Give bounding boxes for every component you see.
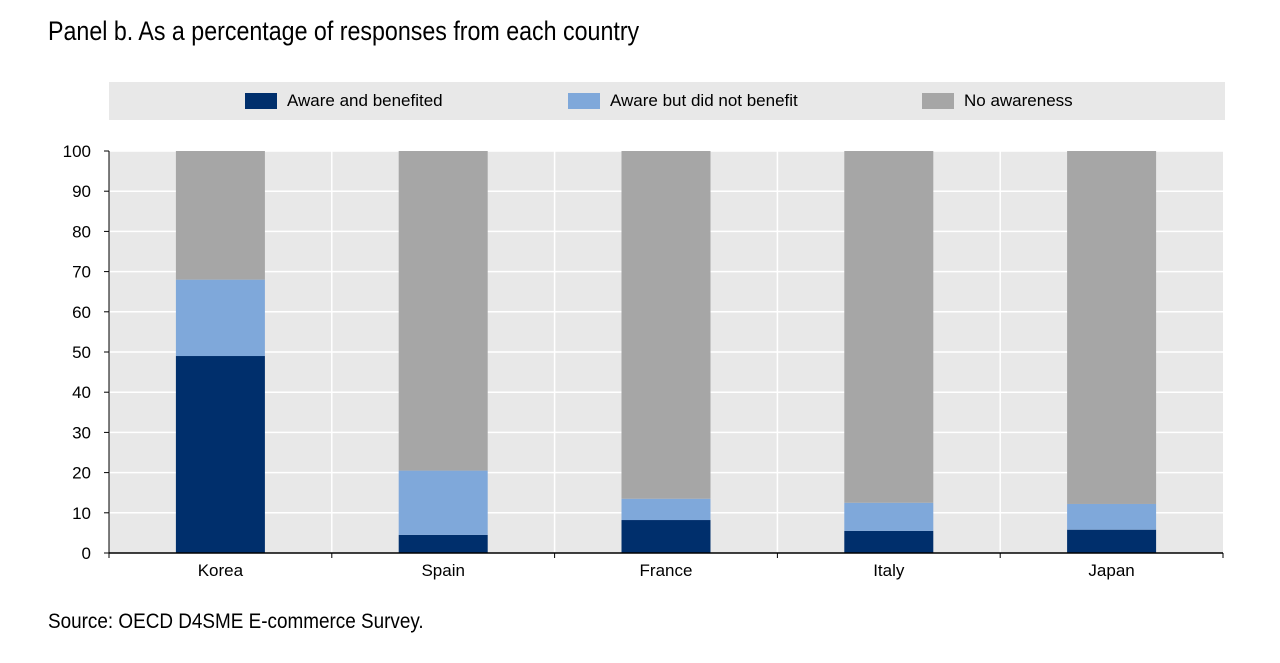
x-tick-label: Spain: [421, 561, 464, 580]
bar-no-awareness-france: [621, 151, 711, 499]
legend-swatch-no-awareness: [922, 93, 954, 109]
x-tick-label: Korea: [198, 561, 244, 580]
bar-aware-benefited-france: [621, 520, 711, 553]
bar-no-awareness-japan: [1067, 151, 1157, 504]
y-tick-label: 50: [72, 343, 91, 362]
y-tick-label: 60: [72, 303, 91, 322]
legend-item-aware-benefited: Aware and benefited: [245, 82, 443, 120]
bar-aware-benefited-italy: [844, 530, 934, 553]
legend-label-aware-not-benefit: Aware but did not benefit: [610, 91, 798, 110]
bar-aware-not-benefit-italy: [844, 502, 934, 531]
chart-title: Panel b. As a percentage of responses fr…: [48, 16, 640, 46]
source-note: Source: OECD D4SME E-commerce Survey.: [48, 610, 424, 633]
bar-aware-benefited-spain: [398, 534, 488, 553]
bar-no-awareness-spain: [398, 151, 488, 471]
legend-swatch-aware-benefited: [245, 93, 277, 109]
y-tick-label: 70: [72, 263, 91, 282]
bar-no-awareness-italy: [844, 151, 934, 503]
y-tick-label: 10: [72, 504, 91, 523]
y-tick-label: 30: [72, 423, 91, 442]
y-tick-label: 100: [63, 142, 91, 161]
bar-aware-not-benefit-japan: [1067, 503, 1157, 530]
legend-label-aware-benefited: Aware and benefited: [287, 91, 443, 110]
legend-label-no-awareness: No awareness: [964, 91, 1073, 110]
legend: Aware and benefited Aware but did not be…: [109, 82, 1225, 120]
bar-aware-not-benefit-spain: [398, 470, 488, 535]
y-tick-label: 80: [72, 222, 91, 241]
legend-swatch-aware-not-benefit: [568, 93, 600, 109]
y-tick-label: 40: [72, 383, 91, 402]
y-tick-label: 90: [72, 182, 91, 201]
bar-aware-benefited-japan: [1067, 529, 1157, 553]
x-tick-label: Italy: [873, 561, 905, 580]
y-tick-label: 20: [72, 464, 91, 483]
bar-aware-benefited-korea: [175, 356, 265, 553]
bar-no-awareness-korea: [175, 151, 265, 280]
y-tick-label: 0: [82, 544, 91, 563]
legend-item-no-awareness: No awareness: [922, 82, 1073, 120]
bar-aware-not-benefit-france: [621, 498, 711, 521]
bar-aware-not-benefit-korea: [175, 279, 265, 357]
x-tick-label: Japan: [1088, 561, 1134, 580]
x-tick-label: France: [640, 561, 693, 580]
legend-item-aware-not-benefit: Aware but did not benefit: [568, 82, 798, 120]
